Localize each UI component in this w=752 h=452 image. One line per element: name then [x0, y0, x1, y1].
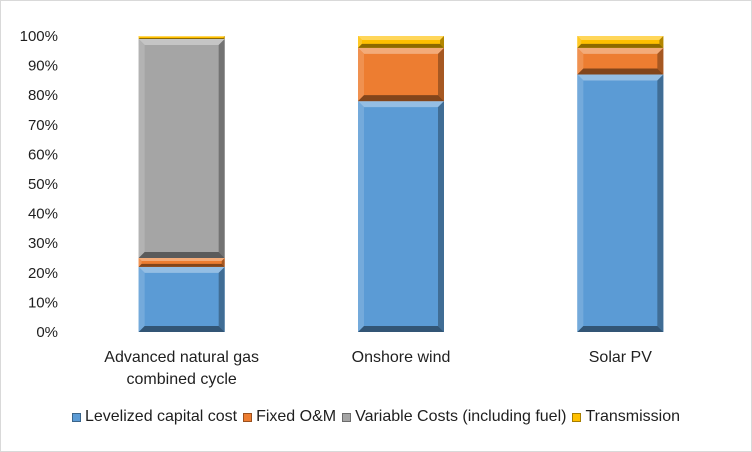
bar-bevel-top: [138, 36, 225, 37]
bar-face: [138, 266, 225, 332]
bar-bevel-right: [223, 36, 225, 39]
bar-bevel-left: [358, 36, 362, 48]
bar-segment: [577, 36, 664, 48]
bar-bevel-left: [138, 36, 140, 39]
bar-bevel-bottom: [358, 95, 444, 102]
bar-bevel-bottom: [138, 326, 225, 332]
bar-bevel-right: [440, 36, 444, 48]
bar-bevel-top: [358, 101, 444, 108]
y-tick-label: 10%: [28, 294, 58, 311]
y-tick-label: 70%: [28, 117, 58, 134]
bar-bevel-top: [138, 266, 225, 273]
legend-item: Levelized capital cost: [71, 408, 238, 426]
bar-bevel-left: [358, 47, 364, 102]
bar-bevel-right: [657, 47, 664, 75]
bar-face: [138, 36, 225, 39]
x-category-label: combined cycle: [127, 371, 237, 388]
legend-label: Variable Costs (including fuel): [355, 408, 567, 425]
bar-bevel-left: [138, 38, 145, 259]
bar-segment: [138, 36, 225, 39]
bar-bevel-right: [657, 74, 664, 332]
bar-bevel-bottom: [138, 263, 225, 267]
bar-face: [358, 36, 444, 48]
bar-bevel-top: [358, 47, 444, 54]
bar-bevel-right: [438, 101, 444, 333]
chart-legend: Levelized capital cost Fixed O&M Variable …: [0, 408, 752, 426]
bar-bevel-bottom: [577, 43, 664, 48]
bar-face: [138, 38, 225, 259]
bar-bevel-right: [659, 36, 664, 48]
legend-swatch: [71, 412, 81, 422]
y-tick-label: 40%: [28, 206, 58, 223]
x-category-label: Advanced natural gas: [104, 349, 259, 366]
legend-swatch: [342, 412, 352, 422]
bar-bevel-left: [577, 47, 584, 75]
legend-label: Transmission: [585, 408, 680, 425]
legend-item: Transmission: [572, 408, 680, 426]
legend-swatch: [572, 412, 582, 422]
y-tick-label: 60%: [28, 146, 58, 163]
bar-bevel-left: [358, 101, 364, 333]
x-category-label: Solar PV: [589, 349, 652, 366]
y-tick-label: 0%: [36, 324, 58, 341]
bar-bevel-top: [358, 36, 444, 40]
bar-bevel-top: [138, 258, 225, 261]
bar-bevel-top: [577, 47, 664, 54]
y-tick-label: 100%: [20, 28, 58, 45]
bar-bevel-bottom: [577, 326, 664, 332]
bar-bevel-right: [218, 266, 225, 332]
bar-bevel-left: [577, 36, 582, 48]
y-tick-label: 20%: [28, 265, 58, 282]
bar-face: [577, 36, 664, 48]
bar-segment: [577, 47, 664, 75]
bar-bevel-left: [577, 74, 584, 332]
bar-bevel-top: [577, 36, 664, 40]
bar-segment: [138, 258, 225, 267]
bar-bevel-bottom: [358, 43, 444, 48]
bar-segment: [577, 74, 664, 332]
bar-face: [577, 74, 664, 332]
bar-bevel-right: [438, 47, 444, 102]
bar-segment: [138, 266, 225, 332]
bar-bevel-bottom: [577, 68, 664, 75]
bar-bevel-left: [138, 266, 145, 332]
bar-segment: [358, 47, 444, 102]
legend-swatch: [243, 412, 253, 422]
y-tick-label: 30%: [28, 235, 58, 252]
bar-segment: [358, 101, 444, 333]
y-tick-label: 50%: [28, 176, 58, 193]
y-tick-label: 90%: [28, 58, 58, 75]
x-category-label: Onshore wind: [352, 349, 451, 366]
bar-bevel-top: [577, 74, 664, 81]
bar-bevel-bottom: [138, 252, 225, 258]
bar-face: [358, 101, 444, 333]
legend-item: Fixed O&M: [243, 408, 336, 426]
legend-label: Fixed O&M: [256, 408, 337, 425]
legend-label: Levelized capital cost: [84, 408, 238, 425]
bar-bevel-left: [138, 258, 142, 267]
legend-item: Variable Costs (including fuel): [342, 408, 566, 426]
bar-segment: [358, 36, 444, 48]
bar-bevel-bottom: [138, 37, 225, 39]
bar-face: [138, 258, 225, 267]
bar-bevel-bottom: [358, 326, 444, 332]
bar-segment: [138, 38, 225, 259]
bar-bevel-top: [138, 38, 225, 45]
bar-bevel-right: [218, 38, 225, 259]
bar-bevel-right: [221, 258, 225, 267]
y-tick-label: 80%: [28, 87, 58, 104]
bar-face: [358, 47, 444, 102]
